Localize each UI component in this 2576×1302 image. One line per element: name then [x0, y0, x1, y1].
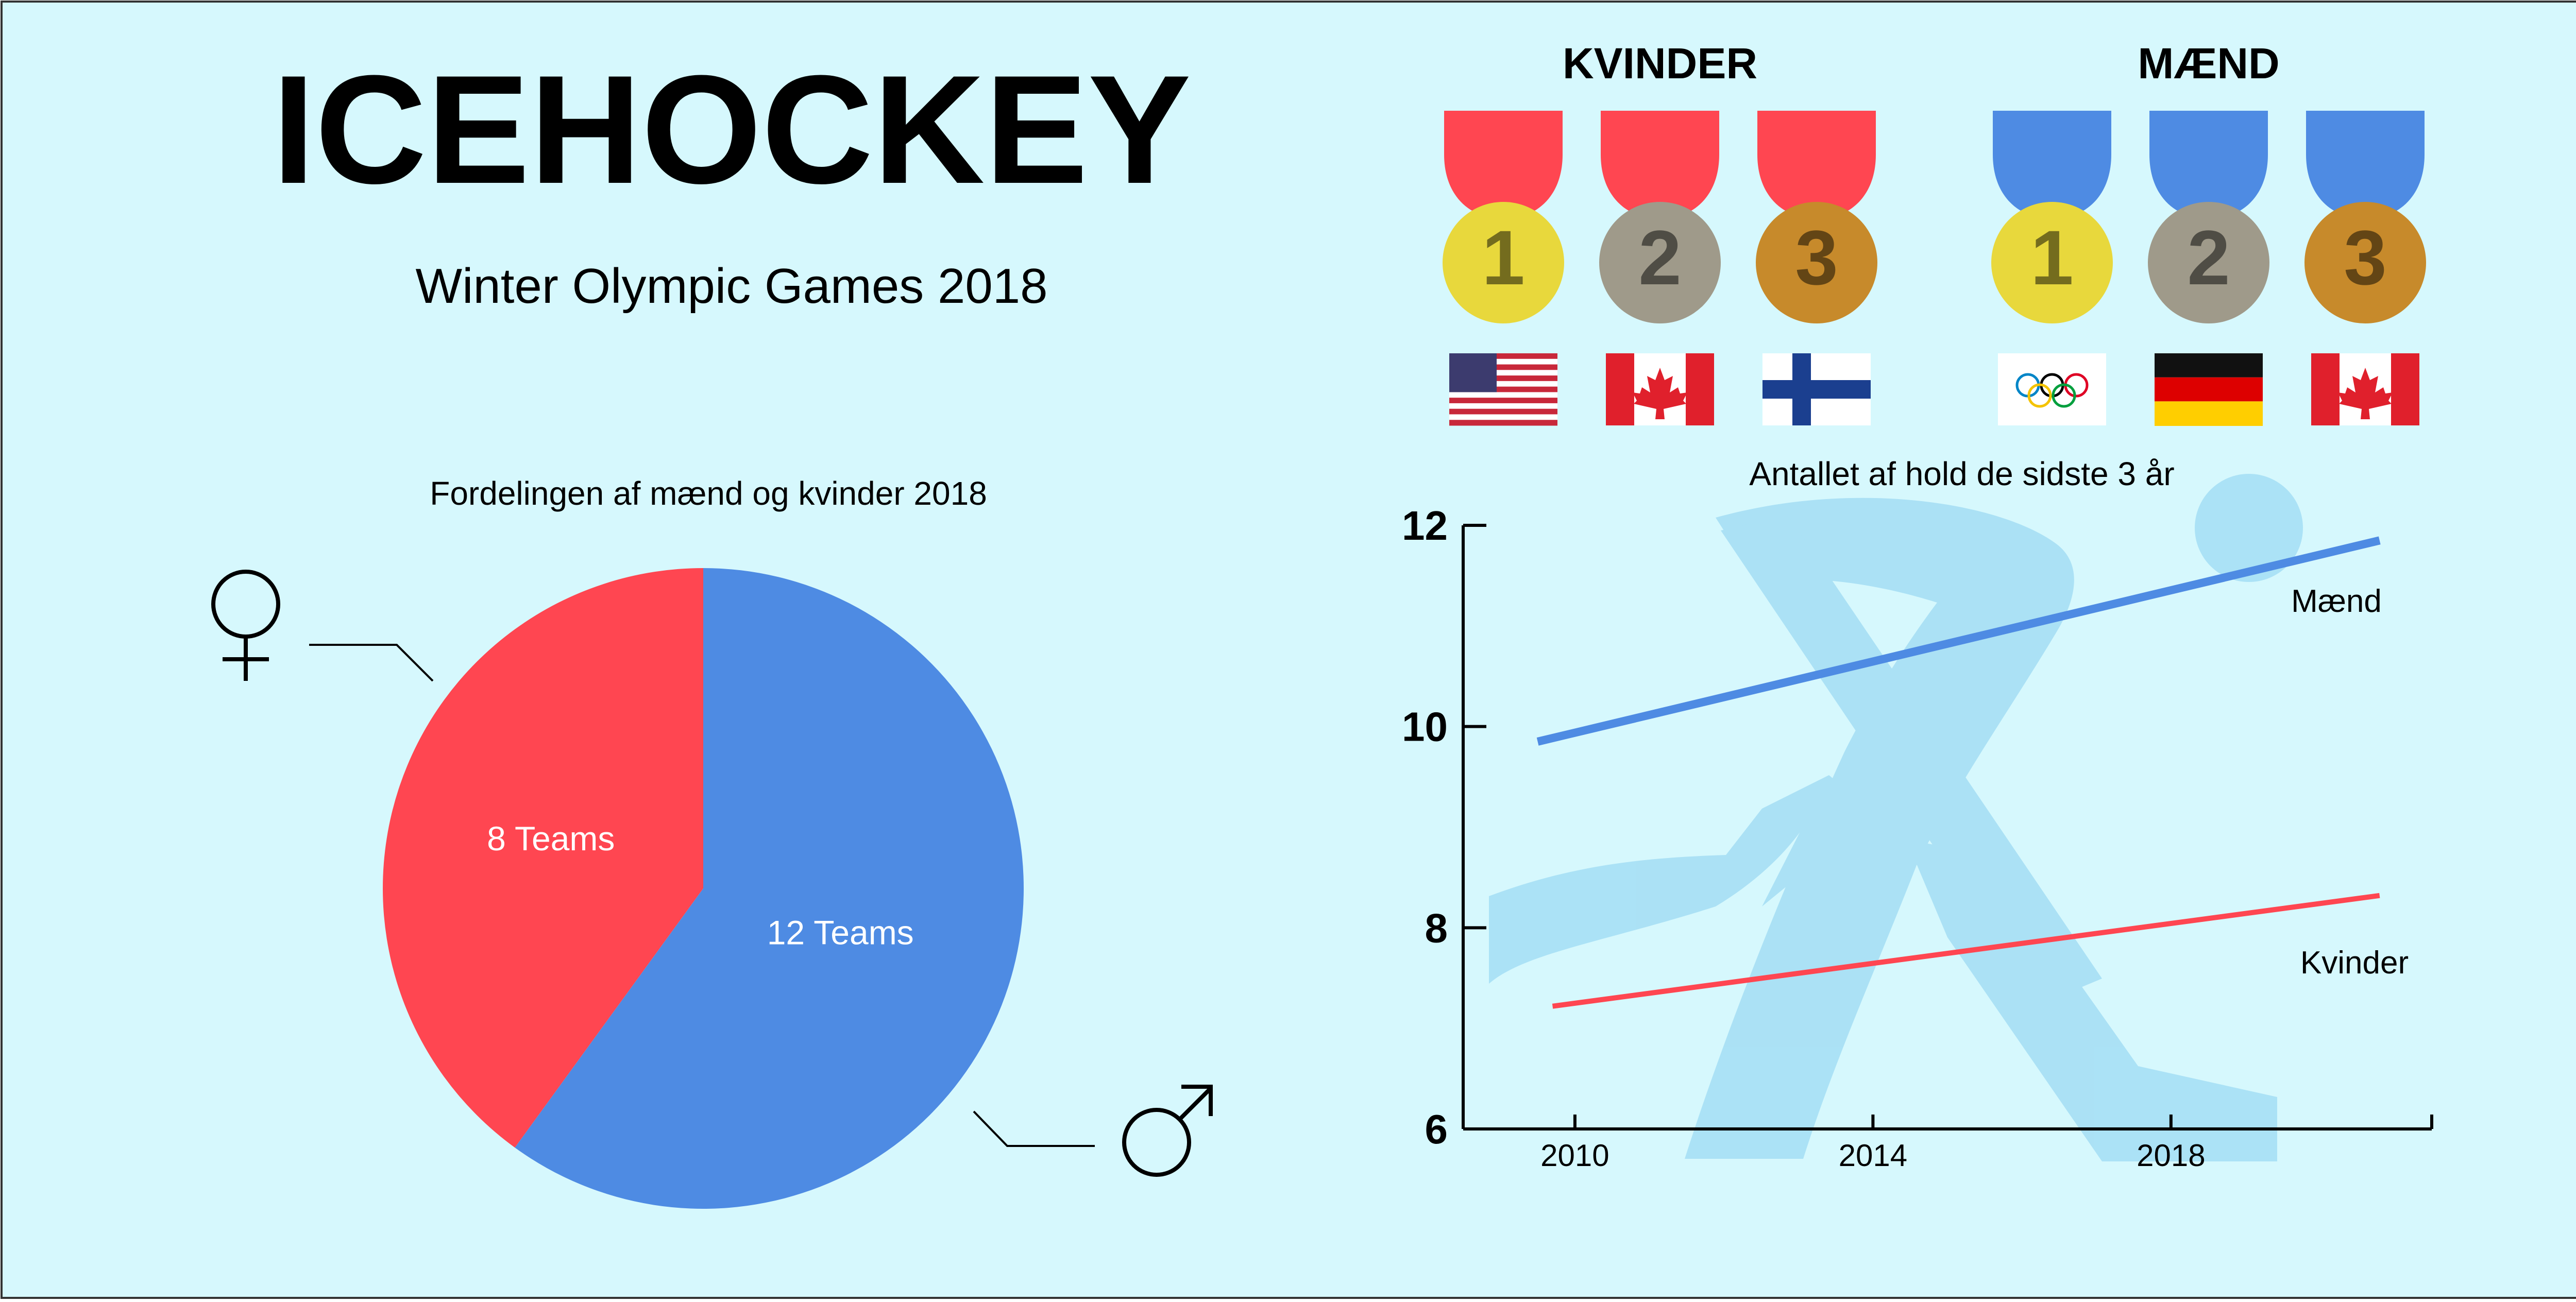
medal-ribbon: [1444, 111, 1563, 219]
maple-leaf-icon: [1633, 368, 1687, 419]
line-chart-title: Antallet af hold de sidste 3 år: [1749, 455, 2174, 492]
male-leader-line: [973, 1110, 1095, 1147]
flag-band: [2311, 353, 2340, 425]
flag-band: [1686, 353, 1714, 425]
medal-1: [1443, 202, 1564, 323]
medals-section: KVINDER 1 2 3 MÆND 1 2 3: [1443, 39, 2426, 426]
y-tick-label: 10: [1402, 704, 1448, 750]
flag-stripe: [2155, 377, 2263, 402]
pie-slice-men: [515, 568, 1024, 1209]
x-tick-label: 2018: [2137, 1138, 2205, 1173]
flag-stripe: [1449, 414, 1557, 420]
medal-rank: 3: [2344, 214, 2386, 301]
medal-rank: 2: [1638, 214, 1681, 301]
medal-ribbon: [2306, 111, 2425, 219]
flag-stripe: [1449, 364, 1557, 370]
female-symbol-icon: [211, 570, 280, 681]
usa-flag-icon: [1449, 353, 1557, 426]
y-tick-label: 8: [1425, 905, 1448, 951]
pie-slice-label: 8 Teams: [487, 819, 615, 858]
flag-canton: [1449, 353, 1497, 392]
medal-ribbon: [1757, 111, 1876, 219]
flag-stripe: [2155, 401, 2263, 426]
pie-slice-label: 12 Teams: [767, 913, 914, 951]
olympic-ring: [2027, 383, 2052, 408]
female-leader-line: [309, 644, 434, 682]
medal-group-label: KVINDER: [1563, 39, 1757, 88]
canada-flag-icon: [2311, 353, 2419, 425]
medal-ribbon: [1993, 111, 2111, 219]
flag-stripe: [1449, 375, 1557, 382]
hockey-player-silhouette-icon: [1489, 474, 2303, 1161]
y-tick-label: 6: [1425, 1106, 1448, 1152]
medal-rank: 1: [2030, 214, 2073, 301]
flag-field: [1998, 353, 2106, 425]
male-symbol-icon: [1122, 1085, 1213, 1177]
line-chart: 6 8 10 12 2010 2014 2018 Mænd Kvinder: [1402, 503, 2433, 1173]
medal-2: [1599, 202, 1721, 323]
medal-2: [2148, 202, 2269, 323]
medal-group-label: MÆND: [2138, 39, 2279, 88]
olympic-ring: [2052, 383, 2076, 408]
finland-flag-icon: [1762, 353, 1871, 425]
flag-cross: [1762, 380, 1871, 399]
medal-rank: 3: [1795, 214, 1838, 301]
flag-stripe: [1449, 408, 1557, 415]
flag-stripe: [1449, 353, 1557, 359]
medal-3: [2304, 202, 2426, 323]
series-line-men: [1536, 536, 2381, 746]
y-tick-label: 12: [1402, 503, 1448, 549]
series-label: Kvinder: [2300, 945, 2409, 981]
flag-stripe: [1449, 403, 1557, 409]
pie-chart-title: Fordelingen af mænd og kvinder 2018: [430, 475, 987, 512]
medal-ribbon: [1601, 111, 1719, 219]
pie-slice-women: [383, 568, 703, 1148]
germany-flag-icon: [2155, 353, 2263, 426]
flag-stripe: [1449, 420, 1557, 426]
flag-stripe: [1449, 392, 1557, 398]
page-subtitle: Winter Olympic Games 2018: [415, 259, 1047, 314]
maple-leaf-icon: [2338, 368, 2393, 419]
flag-stripe: [1449, 398, 1557, 404]
medal-3: [1756, 202, 1877, 323]
flag-stripe: [1449, 381, 1557, 387]
series-label: Mænd: [2291, 584, 2382, 619]
flag-band: [1606, 353, 1634, 425]
x-tick-label: 2010: [1540, 1138, 1609, 1173]
medal-1: [1991, 202, 2113, 323]
flag-stripe: [2155, 353, 2263, 378]
flag-stripe: [1449, 370, 1557, 376]
x-tick-label: 2014: [1839, 1138, 1907, 1173]
medal-ribbon: [2149, 111, 2268, 219]
series-line-women: [1552, 893, 2380, 1009]
medal-rank: 2: [2187, 214, 2230, 301]
pie-chart: 8 Teams 12 Teams: [383, 568, 1024, 1209]
page-title: ICEHOCKEY: [272, 43, 1191, 216]
flag-stripe: [1449, 386, 1557, 392]
flag-band: [2391, 353, 2419, 425]
canada-flag-icon: [1606, 353, 1714, 425]
olympic-rings-flag-icon: [1998, 353, 2106, 425]
medal-rank: 1: [1482, 214, 1524, 301]
flag-stripe: [1449, 358, 1557, 365]
